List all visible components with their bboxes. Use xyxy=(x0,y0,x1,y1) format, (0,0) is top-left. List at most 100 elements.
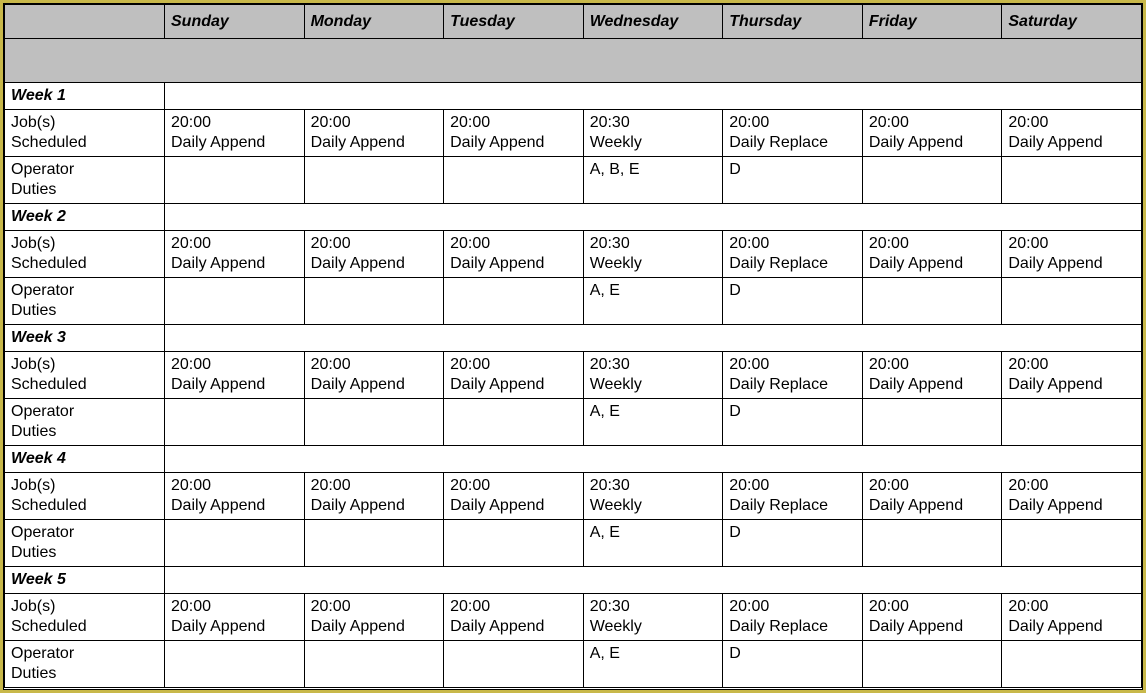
job-cell: 20:00Daily Append xyxy=(304,352,444,399)
row-label-jobs: Job(s)Scheduled xyxy=(5,110,165,157)
operator-row: OperatorDutiesA, ED xyxy=(5,641,1142,688)
jobs-row: Job(s)Scheduled20:00Daily Append20:00Dai… xyxy=(5,352,1142,399)
job-cell: 20:30Weekly xyxy=(583,594,723,641)
title-row xyxy=(5,39,1142,83)
operator-cell: D xyxy=(723,278,863,325)
jobs-row: Job(s)Scheduled20:00Daily Append20:00Dai… xyxy=(5,110,1142,157)
week-span-cell xyxy=(165,446,1142,473)
job-cell: 20:00Daily Append xyxy=(304,594,444,641)
operator-cell: D xyxy=(723,157,863,204)
operator-row: OperatorDuties A, ED xyxy=(5,278,1142,325)
job-cell: 20:00Daily Append xyxy=(1002,352,1142,399)
schedule-table: Sunday Monday Tuesday Wednesday Thursday… xyxy=(4,4,1142,688)
job-cell: 20:00Daily Append xyxy=(304,110,444,157)
job-cell: 20:00Daily Append xyxy=(304,473,444,520)
col-header-monday: Monday xyxy=(304,5,444,39)
operator-cell xyxy=(444,520,584,567)
col-header-wednesday: Wednesday xyxy=(583,5,723,39)
operator-cell: A, E xyxy=(583,520,723,567)
title-cell xyxy=(5,39,1142,83)
row-label-operator: OperatorDuties xyxy=(5,641,165,688)
week-header-row: Week 4 xyxy=(5,446,1142,473)
week-name: Week 5 xyxy=(5,567,165,594)
week-name: Week 3 xyxy=(5,325,165,352)
operator-cell xyxy=(444,157,584,204)
operator-cell: D xyxy=(723,399,863,446)
job-cell: 20:00Daily Append xyxy=(444,594,584,641)
col-header-thursday: Thursday xyxy=(723,5,863,39)
table-head: Sunday Monday Tuesday Wednesday Thursday… xyxy=(5,5,1142,39)
job-cell: 20:00Daily Append xyxy=(165,473,305,520)
week-span-cell xyxy=(165,204,1142,231)
operator-cell: D xyxy=(723,520,863,567)
job-cell: 20:30Weekly xyxy=(583,231,723,278)
week-header-row: Week 2 xyxy=(5,204,1142,231)
week-header-row: Week 5 xyxy=(5,567,1142,594)
week-name: Week 1 xyxy=(5,83,165,110)
operator-cell xyxy=(1002,399,1142,446)
operator-cell xyxy=(862,520,1002,567)
operator-cell xyxy=(304,278,444,325)
week-header-row: Week 1 xyxy=(5,83,1142,110)
row-label-operator: OperatorDuties xyxy=(5,520,165,567)
operator-cell xyxy=(304,520,444,567)
jobs-row: Job(s)Scheduled20:00Daily Append20:00Dai… xyxy=(5,473,1142,520)
job-cell: 20:00Daily Append xyxy=(165,594,305,641)
operator-cell xyxy=(304,157,444,204)
job-cell: 20:00Daily Append xyxy=(165,110,305,157)
operator-row: OperatorDuties A, B, ED xyxy=(5,157,1142,204)
operator-cell xyxy=(862,641,1002,688)
job-cell: 20:00Daily Append xyxy=(1002,110,1142,157)
job-cell: 20:00Daily Replace xyxy=(723,473,863,520)
operator-cell xyxy=(1002,278,1142,325)
col-header-sunday: Sunday xyxy=(165,5,305,39)
job-cell: 20:00Daily Append xyxy=(165,231,305,278)
job-cell: 20:00Daily Replace xyxy=(723,231,863,278)
job-cell: 20:00Daily Append xyxy=(862,473,1002,520)
job-cell: 20:30Weekly xyxy=(583,110,723,157)
operator-cell xyxy=(862,278,1002,325)
operator-cell: D xyxy=(723,641,863,688)
job-cell: 20:00Daily Append xyxy=(444,473,584,520)
job-cell: 20:00Daily Append xyxy=(1002,231,1142,278)
operator-row: OperatorDutiesA, ED xyxy=(5,399,1142,446)
week-header-row: Week 3 xyxy=(5,325,1142,352)
operator-cell xyxy=(165,399,305,446)
job-cell: 20:30Weekly xyxy=(583,352,723,399)
jobs-row: Job(s)Scheduled20:00Daily Append20:00Dai… xyxy=(5,594,1142,641)
col-header-saturday: Saturday xyxy=(1002,5,1142,39)
operator-cell: A, E xyxy=(583,278,723,325)
operator-cell xyxy=(165,520,305,567)
operator-cell xyxy=(444,278,584,325)
col-header-blank xyxy=(5,5,165,39)
operator-cell xyxy=(1002,157,1142,204)
jobs-row: Job(s)Scheduled20:00Daily Append20:00Dai… xyxy=(5,231,1142,278)
operator-cell xyxy=(165,157,305,204)
col-header-tuesday: Tuesday xyxy=(444,5,584,39)
job-cell: 20:00Daily Append xyxy=(444,110,584,157)
weeks-body: Week 1Job(s)Scheduled20:00Daily Append20… xyxy=(5,83,1142,688)
job-cell: 20:00Daily Append xyxy=(862,352,1002,399)
operator-cell xyxy=(444,641,584,688)
row-label-operator: OperatorDuties xyxy=(5,278,165,325)
row-label-operator: OperatorDuties xyxy=(5,157,165,204)
row-label-jobs: Job(s)Scheduled xyxy=(5,473,165,520)
col-header-friday: Friday xyxy=(862,5,1002,39)
week-span-cell xyxy=(165,83,1142,110)
schedule-frame: Sunday Monday Tuesday Wednesday Thursday… xyxy=(0,0,1146,693)
week-span-cell xyxy=(165,325,1142,352)
job-cell: 20:00Daily Append xyxy=(444,352,584,399)
row-label-jobs: Job(s)Scheduled xyxy=(5,352,165,399)
operator-cell xyxy=(1002,520,1142,567)
week-span-cell xyxy=(165,567,1142,594)
job-cell: 20:30Weekly xyxy=(583,473,723,520)
operator-cell xyxy=(165,278,305,325)
operator-cell: A, B, E xyxy=(583,157,723,204)
job-cell: 20:00Daily Append xyxy=(862,110,1002,157)
row-label-jobs: Job(s)Scheduled xyxy=(5,594,165,641)
operator-cell xyxy=(444,399,584,446)
job-cell: 20:00Daily Append xyxy=(1002,473,1142,520)
operator-cell xyxy=(165,641,305,688)
job-cell: 20:00Daily Append xyxy=(444,231,584,278)
job-cell: 20:00Daily Append xyxy=(165,352,305,399)
